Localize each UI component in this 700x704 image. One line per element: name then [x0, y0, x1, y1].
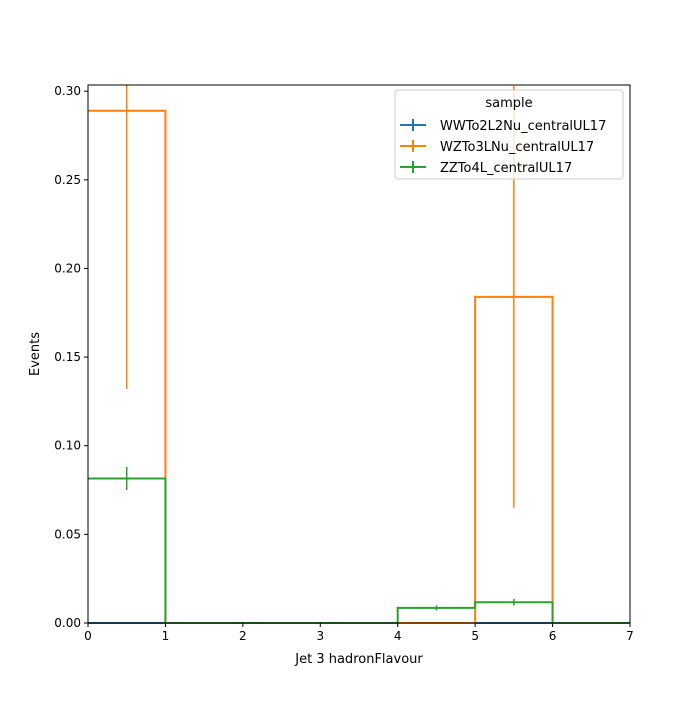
x-tick-label: 3 [316, 629, 324, 643]
x-axis-label: Jet 3 hadronFlavour [294, 652, 423, 667]
axes-frame [87, 84, 631, 624]
x-tick-label: 6 [549, 629, 557, 643]
x-tick-label: 7 [626, 629, 634, 643]
y-tick-label: 0.30 [54, 84, 81, 98]
y-axis-label: Events [28, 332, 43, 376]
y-tick-label: 0.10 [54, 439, 81, 453]
legend-entries: WWTo2L2Nu_centralUL17 WZTo3LNu_centralUL1… [400, 119, 606, 176]
y-tick-label: 0.00 [54, 616, 81, 630]
legend-entry: ZZTo4L_centralUL17 [400, 161, 572, 176]
legend-entry: WWTo2L2Nu_centralUL17 [400, 119, 606, 134]
legend-label: WZTo3LNu_centralUL17 [440, 140, 594, 155]
x-tick-label: 1 [162, 629, 170, 643]
x-tick-label: 5 [471, 629, 479, 643]
x-tick-label: 2 [239, 629, 247, 643]
legend: sample WWTo2L2Nu_centralUL17 WZTo3LNu_cen… [394, 89, 624, 180]
legend-title: sample [485, 96, 532, 111]
legend-entry: WZTo3LNu_centralUL17 [400, 140, 594, 155]
histogram-step-line [88, 477, 630, 624]
y-tick-label: 0.25 [54, 173, 81, 187]
series-ZZTo4L_centralUL17 [88, 467, 630, 624]
y-tick-label: 0.15 [54, 350, 81, 364]
legend-label: WWTo2L2Nu_centralUL17 [440, 119, 606, 134]
axes-layer: 0 1 2 3 4 5 6 7 0.00 0.05 0.10 0.15 0.20 0.25 0.30 [54, 84, 634, 643]
x-tick-label: 0 [84, 629, 92, 643]
y-tick-label: 0.05 [54, 527, 81, 541]
legend-box [394, 89, 624, 180]
x-tick-label: 4 [394, 629, 402, 643]
y-tick-label: 0.20 [54, 261, 81, 275]
legend-label: ZZTo4L_centralUL17 [440, 161, 572, 176]
